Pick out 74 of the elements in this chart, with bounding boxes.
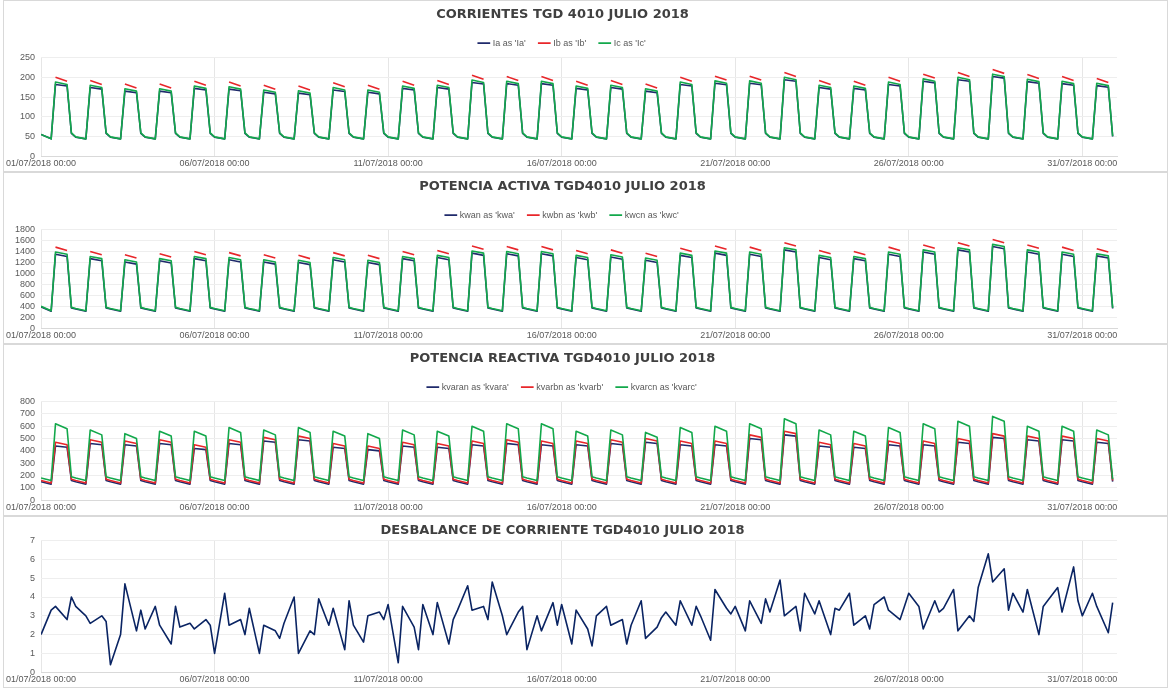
y-tick-label: 0 [30,150,36,161]
y-tick-label: 0 [30,494,36,505]
legend-label: kvaran as 'kvara' [441,381,510,392]
x-tick-label: 01/07/2018 00:00 [5,158,77,169]
x-tick-label: 21/07/2018 00:00 [700,502,771,513]
x-tick-label: 26/07/2018 00:00 [873,158,944,169]
legend-label: Ib as 'Ib' [553,37,587,48]
y-tick-label: 0 [30,666,36,677]
y-tick-label: 800 [20,396,36,407]
x-tick-label: 01/07/2018 00:00 [5,330,77,341]
x-tick-label: 21/07/2018 00:00 [700,674,771,685]
x-tick-label: 26/07/2018 00:00 [873,674,944,685]
x-tick-label: 16/07/2018 00:00 [526,502,597,513]
x-tick-label: 06/07/2018 00:00 [179,674,250,685]
legend-label: kwbn as 'kwb' [542,209,598,220]
y-tick-label: 200 [20,311,36,322]
x-tick-label: 21/07/2018 00:00 [700,330,771,341]
x-tick-label: 01/07/2018 00:00 [5,674,77,685]
y-tick-label: 3 [30,610,36,621]
y-tick-label: 100 [20,482,36,493]
legend-label: Ia as 'Ia' [492,37,527,48]
y-tick-label: 400 [20,300,36,311]
legend-label: kwcn as 'kwc' [624,209,679,220]
y-tick-label: 150 [20,91,36,102]
x-tick-label: 06/07/2018 00:00 [179,158,250,169]
x-tick-label: 01/07/2018 00:00 [5,502,77,513]
y-tick-label: 2 [30,629,36,640]
y-tick-label: 4 [30,591,36,602]
x-tick-label: 06/07/2018 00:00 [179,502,250,513]
x-tick-label: 11/07/2018 00:00 [353,330,423,341]
x-tick-label: 26/07/2018 00:00 [873,502,944,513]
y-tick-label: 1000 [15,267,36,278]
y-tick-label: 1200 [15,256,36,267]
chart-title: POTENCIA ACTIVA TGD4010 JULIO 2018 [419,178,706,194]
y-tick-label: 600 [20,289,36,300]
x-tick-label: 26/07/2018 00:00 [873,330,944,341]
chart-title: DESBALANCE DE CORRIENTE TGD4010 JULIO 2018 [380,522,745,538]
x-tick-label: 31/07/2018 00:00 [1047,674,1118,685]
legend-label: kvarcn as 'kvarc' [630,381,697,392]
y-tick-label: 50 [25,130,36,141]
y-tick-label: 1800 [15,224,36,235]
y-tick-label: 7 [30,535,36,546]
chart-title: CORRIENTES TGD 4010 JULIO 2018 [436,6,689,22]
y-tick-label: 700 [20,408,36,419]
x-tick-label: 31/07/2018 00:00 [1047,158,1118,169]
y-tick-label: 500 [20,433,36,444]
x-tick-label: 31/07/2018 00:00 [1047,330,1118,341]
x-tick-label: 11/07/2018 00:00 [353,158,423,169]
y-tick-label: 6 [30,553,36,564]
legend-label: Ic as 'Ic' [613,37,646,48]
y-tick-label: 600 [20,420,36,431]
y-tick-label: 250 [20,52,36,63]
x-tick-label: 11/07/2018 00:00 [353,502,423,513]
y-tick-label: 0 [30,322,36,333]
y-tick-label: 200 [20,470,36,481]
legend-label: kwan as 'kwa' [459,209,516,220]
x-tick-label: 06/07/2018 00:00 [179,330,250,341]
y-tick-label: 5 [30,572,36,583]
x-tick-label: 31/07/2018 00:00 [1047,502,1118,513]
legend-label: kvarbn as 'kvarb' [536,381,604,392]
x-tick-label: 16/07/2018 00:00 [526,158,597,169]
y-tick-label: 1600 [15,235,36,246]
y-tick-label: 800 [20,278,36,289]
y-tick-label: 200 [20,71,36,82]
y-tick-label: 100 [20,111,36,122]
x-tick-label: 16/07/2018 00:00 [526,674,597,685]
chart-title: POTENCIA REACTIVA TGD4010 JULIO 2018 [409,350,716,366]
y-tick-label: 1 [30,647,36,658]
x-tick-label: 16/07/2018 00:00 [526,330,597,341]
x-tick-label: 11/07/2018 00:00 [353,674,423,685]
y-tick-label: 300 [20,457,36,468]
y-tick-label: 1400 [15,246,36,256]
x-tick-label: 21/07/2018 00:00 [700,158,771,169]
y-tick-label: 400 [20,445,36,456]
